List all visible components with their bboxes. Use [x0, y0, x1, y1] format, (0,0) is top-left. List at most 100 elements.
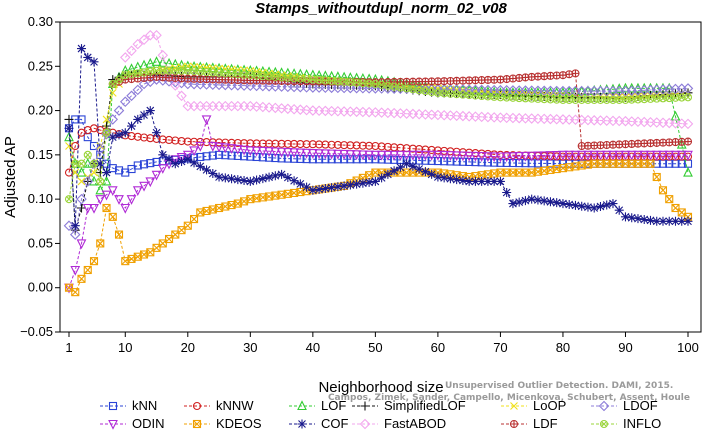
data-point-inflo [83, 150, 92, 159]
y-tick-label: −0.05 [20, 324, 53, 339]
data-point-inflo [446, 89, 455, 98]
data-point-cof [102, 168, 112, 178]
data-point-inflo [96, 177, 105, 186]
chart-title: Stamps_withoutdupl_norm_02_v08 [255, 0, 507, 17]
data-point-odin [314, 149, 324, 159]
data-point-fastabod [157, 49, 169, 61]
data-point-odin [320, 149, 331, 160]
data-point-inflo [121, 71, 130, 80]
data-point-lof [95, 184, 106, 195]
data-point-odin [182, 150, 193, 161]
data-point-ldof [113, 105, 125, 116]
data-point-knnw [290, 139, 299, 149]
data-point-odin [276, 147, 287, 158]
data-point-inflo [308, 75, 317, 84]
data-point-cof [602, 200, 612, 210]
data-point-odin [195, 141, 206, 152]
data-point-cof [120, 128, 130, 138]
data-point-knnw [183, 137, 192, 146]
data-point-cof [408, 161, 418, 171]
data-point-odin [595, 150, 606, 161]
data-point-knn [490, 158, 499, 167]
legend-item-fastabod: FastABOD [352, 416, 446, 431]
data-point-odin [232, 144, 243, 155]
data-point-inflo [677, 93, 686, 102]
legend-item-odin: ODIN [100, 416, 165, 431]
data-point-knn [321, 155, 330, 164]
data-point-inflo [177, 66, 186, 75]
data-point-inflo [533, 94, 542, 103]
y-axis-title: Adjusted AP [2, 136, 19, 218]
data-point-cof [364, 177, 374, 187]
data-point-ldof [63, 220, 75, 231]
data-point-knn [315, 155, 324, 164]
data-point-ldof [176, 77, 187, 89]
data-point-knn [114, 166, 124, 175]
legend-label-loop: LoOP [533, 398, 566, 413]
data-point-loop [65, 142, 73, 150]
data-point-cof [383, 169, 393, 179]
data-point-odin [89, 203, 99, 214]
data-point-inflo [471, 91, 480, 100]
data-point-knn [333, 155, 342, 164]
data-point-cof [595, 202, 605, 212]
data-point-cof [195, 161, 205, 171]
data-point-loop [108, 88, 117, 97]
data-point-odin [326, 149, 337, 160]
data-point-cof [77, 44, 87, 54]
data-point-odin [357, 150, 368, 161]
data-point-cof [377, 173, 387, 183]
data-point-cof [433, 172, 443, 182]
data-point-ldf [571, 69, 580, 78]
data-point-cof [583, 202, 593, 212]
data-point-ldf [683, 137, 693, 146]
legend-item-loop: LoOP [501, 398, 566, 413]
data-point-inflo [483, 92, 492, 101]
data-point-inflo [415, 86, 424, 95]
data-point-kdeos [102, 203, 111, 213]
data-point-odin [264, 147, 274, 157]
data-point-inflo [490, 92, 499, 101]
data-point-knnw [221, 138, 230, 147]
data-point-knn [415, 156, 424, 165]
data-point-cof [270, 171, 280, 181]
data-point-inflo [71, 159, 80, 168]
data-point-cof [189, 158, 199, 168]
data-point-odin [389, 150, 400, 161]
data-point-knn [290, 154, 299, 163]
data-point-inflo [383, 81, 392, 90]
data-point-cof [470, 176, 480, 186]
data-point-inflo [365, 79, 374, 88]
data-point-cof [633, 214, 643, 224]
y-tick-label: 0.25 [28, 58, 53, 73]
data-point-odin [683, 150, 693, 161]
legend-marker-kdeos [192, 419, 202, 429]
data-point-knn [246, 152, 255, 161]
data-point-inflo [196, 67, 205, 76]
data-point-kdeos [646, 159, 655, 168]
data-point-odin [658, 150, 668, 161]
y-tick-label: 0.15 [28, 147, 53, 162]
y-tick-label: 0.30 [28, 14, 53, 29]
data-point-cof [264, 172, 274, 182]
data-point-odin [626, 150, 637, 161]
data-point-odin [345, 150, 356, 160]
data-point-inflo [546, 95, 555, 104]
data-point-odin [82, 203, 93, 214]
data-point-knnw [146, 134, 155, 143]
data-point-fastabod [138, 34, 150, 45]
data-point-inflo [102, 128, 111, 137]
legend-item-kdeos: KDEOS [184, 416, 262, 431]
data-point-knn [89, 141, 99, 151]
data-point-knnw [408, 144, 417, 153]
data-point-cof [308, 185, 318, 195]
legend-label-knnw: kNNW [216, 398, 254, 413]
data-point-inflo [321, 76, 330, 85]
data-point-knnw [352, 141, 361, 150]
x-tick-label: 100 [677, 340, 699, 355]
data-point-knn [302, 155, 311, 164]
data-point-knnw [427, 145, 436, 155]
data-point-odin [270, 147, 281, 158]
data-point-cof [320, 184, 330, 194]
